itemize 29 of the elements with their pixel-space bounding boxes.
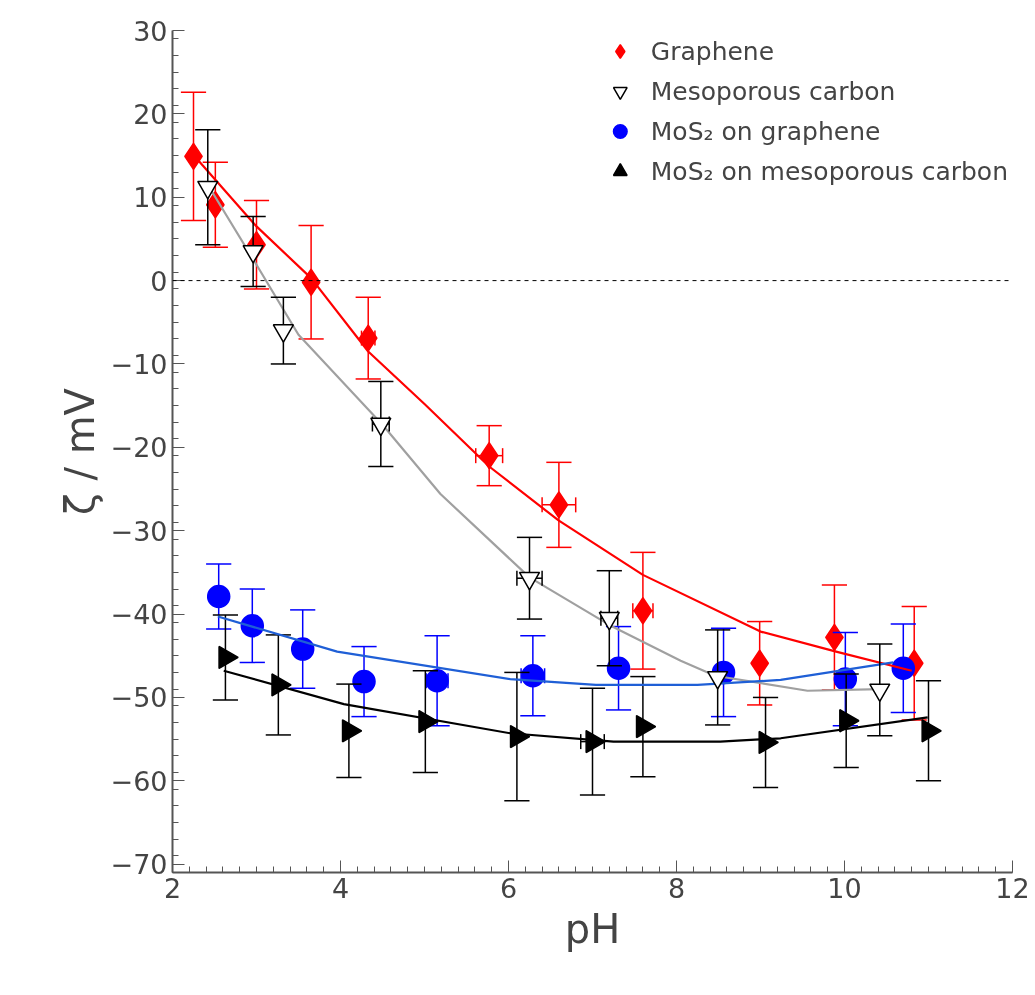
- point: [290, 637, 315, 661]
- y-tick-label: 20: [133, 98, 168, 130]
- y-tick-label: −20: [110, 432, 168, 464]
- point: [750, 649, 770, 677]
- y-tick-label: 0: [150, 265, 168, 297]
- legend-label: MoS₂ on mesoporous carbon: [650, 156, 1008, 186]
- y-tick-label: −60: [110, 765, 168, 797]
- y-tick-label: 30: [133, 15, 168, 47]
- x-tick-label: 10: [827, 872, 862, 904]
- y-tick-label: −30: [110, 515, 168, 547]
- point: [606, 656, 631, 680]
- x-tick-label: 4: [331, 872, 350, 904]
- x-tick-label: 8: [667, 872, 686, 904]
- point: [549, 491, 569, 519]
- legend-label: MoS₂ on graphene: [650, 116, 881, 146]
- x-tick-label: 2: [163, 872, 182, 904]
- y-tick-label: −10: [110, 348, 168, 380]
- point: [358, 324, 378, 352]
- x-axis-title: pH: [564, 905, 621, 952]
- legend-label: Mesoporous carbon: [650, 76, 896, 106]
- point: [352, 669, 376, 694]
- legend-label: Graphene: [650, 36, 775, 66]
- y-tick-label: −40: [110, 599, 168, 631]
- x-tick-label: 12: [995, 872, 1030, 904]
- y-tick-label: 10: [133, 182, 168, 214]
- y-axis-title: ζ / mV: [56, 387, 103, 515]
- point: [206, 584, 231, 609]
- x-tick-label: 6: [499, 872, 518, 904]
- y-tick-label: −50: [110, 682, 168, 714]
